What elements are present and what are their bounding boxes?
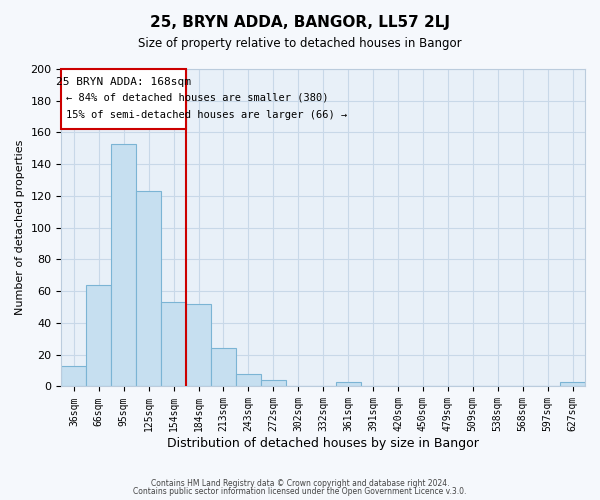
Bar [335, 382, 361, 386]
Text: Contains public sector information licensed under the Open Government Licence v.: Contains public sector information licen… [133, 487, 467, 496]
Text: Size of property relative to detached houses in Bangor: Size of property relative to detached ho… [138, 38, 462, 51]
Text: 25, BRYN ADDA, BANGOR, LL57 2LJ: 25, BRYN ADDA, BANGOR, LL57 2LJ [150, 15, 450, 30]
Text: ← 84% of detached houses are smaller (380): ← 84% of detached houses are smaller (38… [67, 92, 329, 102]
Bar [136, 191, 161, 386]
Text: 15% of semi-detached houses are larger (66) →: 15% of semi-detached houses are larger (… [67, 110, 347, 120]
Bar [211, 348, 236, 387]
Y-axis label: Number of detached properties: Number of detached properties [15, 140, 25, 316]
Bar [86, 285, 111, 386]
Bar [61, 69, 186, 130]
Bar [261, 380, 286, 386]
Bar [236, 374, 261, 386]
Text: 25 BRYN ADDA: 168sqm: 25 BRYN ADDA: 168sqm [56, 76, 191, 86]
Bar [560, 382, 585, 386]
Text: Contains HM Land Registry data © Crown copyright and database right 2024.: Contains HM Land Registry data © Crown c… [151, 478, 449, 488]
X-axis label: Distribution of detached houses by size in Bangor: Distribution of detached houses by size … [167, 437, 479, 450]
Bar [186, 304, 211, 386]
Bar [111, 144, 136, 386]
Bar [61, 366, 86, 386]
Bar [161, 302, 186, 386]
